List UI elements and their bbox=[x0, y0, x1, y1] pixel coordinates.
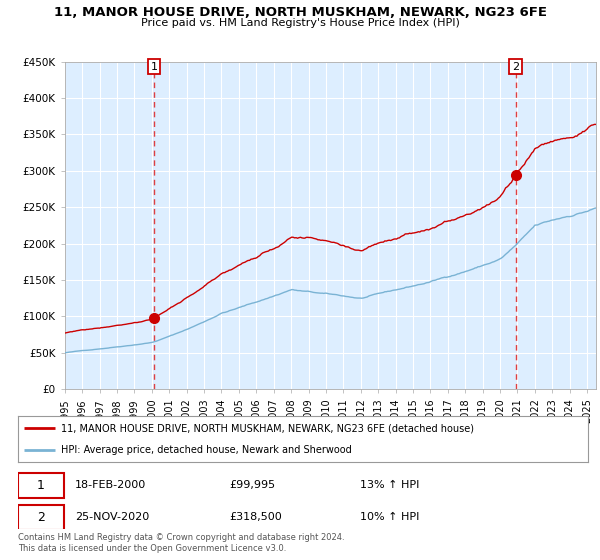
Text: £99,995: £99,995 bbox=[229, 480, 275, 491]
Text: 10% ↑ HPI: 10% ↑ HPI bbox=[360, 512, 419, 522]
FancyBboxPatch shape bbox=[18, 505, 64, 530]
Text: 25-NOV-2020: 25-NOV-2020 bbox=[75, 512, 149, 522]
Text: 1: 1 bbox=[37, 479, 45, 492]
Text: HPI: Average price, detached house, Newark and Sherwood: HPI: Average price, detached house, Newa… bbox=[61, 445, 352, 455]
Text: Price paid vs. HM Land Registry's House Price Index (HPI): Price paid vs. HM Land Registry's House … bbox=[140, 18, 460, 28]
Text: 1: 1 bbox=[151, 62, 158, 72]
Text: 13% ↑ HPI: 13% ↑ HPI bbox=[360, 480, 419, 491]
Text: 2: 2 bbox=[37, 511, 45, 524]
Text: £318,500: £318,500 bbox=[229, 512, 281, 522]
Text: 11, MANOR HOUSE DRIVE, NORTH MUSKHAM, NEWARK, NG23 6FE (detached house): 11, MANOR HOUSE DRIVE, NORTH MUSKHAM, NE… bbox=[61, 423, 474, 433]
Text: 18-FEB-2000: 18-FEB-2000 bbox=[75, 480, 146, 491]
Text: 11, MANOR HOUSE DRIVE, NORTH MUSKHAM, NEWARK, NG23 6FE: 11, MANOR HOUSE DRIVE, NORTH MUSKHAM, NE… bbox=[53, 6, 547, 18]
Text: 2: 2 bbox=[512, 62, 519, 72]
Text: Contains HM Land Registry data © Crown copyright and database right 2024.
This d: Contains HM Land Registry data © Crown c… bbox=[18, 533, 344, 553]
FancyBboxPatch shape bbox=[18, 473, 64, 498]
